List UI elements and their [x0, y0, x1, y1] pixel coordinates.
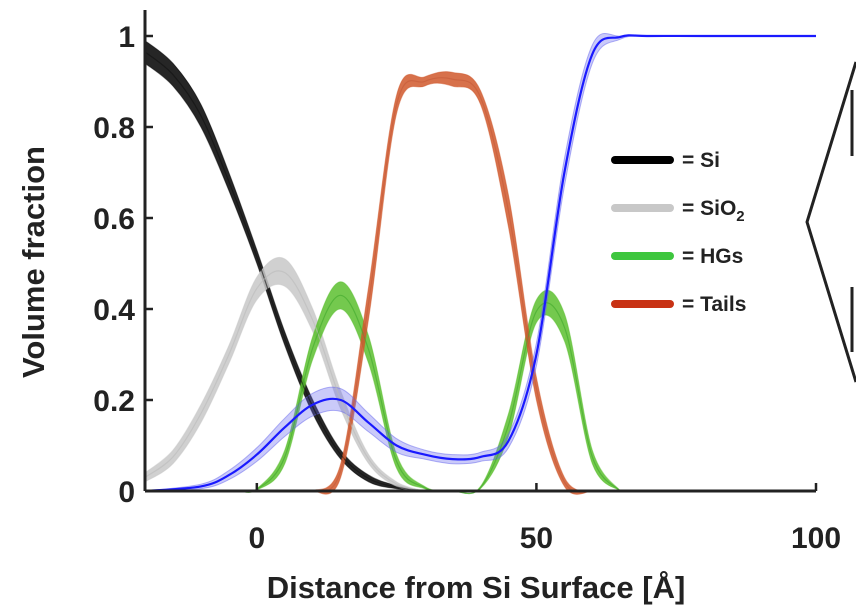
legend-label: = HGs — [682, 245, 743, 268]
y-tick-label: 0.4 — [93, 294, 135, 327]
series-lines — [144, 34, 816, 495]
y-tick-label: 0 — [118, 476, 135, 509]
x-tick-label: 50 — [520, 522, 553, 555]
y-tick-label: 0.6 — [93, 203, 135, 236]
legend: = Si = SiO2 = HGs = Tails — [611, 149, 746, 316]
bracket-decoration — [805, 61, 856, 383]
x-tick-label: 0 — [248, 522, 265, 555]
x-tick-label: 100 — [791, 522, 841, 555]
y-tick-label: 0.2 — [93, 385, 135, 418]
series-band-hgs — [240, 281, 621, 495]
series-line-sio2 — [144, 270, 425, 492]
axes: 0 0.2 0.4 0.6 0.8 1 0 50 100 Distance from Si Sur… — [16, 10, 841, 605]
series-line-si — [144, 51, 425, 492]
bracket-chevron — [805, 61, 856, 383]
series-line-hgs — [240, 294, 621, 495]
y-axis-label: Volume fraction — [16, 146, 51, 378]
series-line-water — [144, 34, 816, 493]
legend-label: = Si — [682, 149, 720, 172]
legend-label: = Tails — [682, 293, 746, 316]
y-tick-label: 0.8 — [93, 112, 135, 145]
y-tick-label: 1 — [118, 21, 135, 54]
x-axis-label: Distance from Si Surface [Å] — [267, 570, 686, 605]
legend-label: = SiO2 — [682, 197, 745, 225]
series-line-tails — [312, 77, 593, 493]
